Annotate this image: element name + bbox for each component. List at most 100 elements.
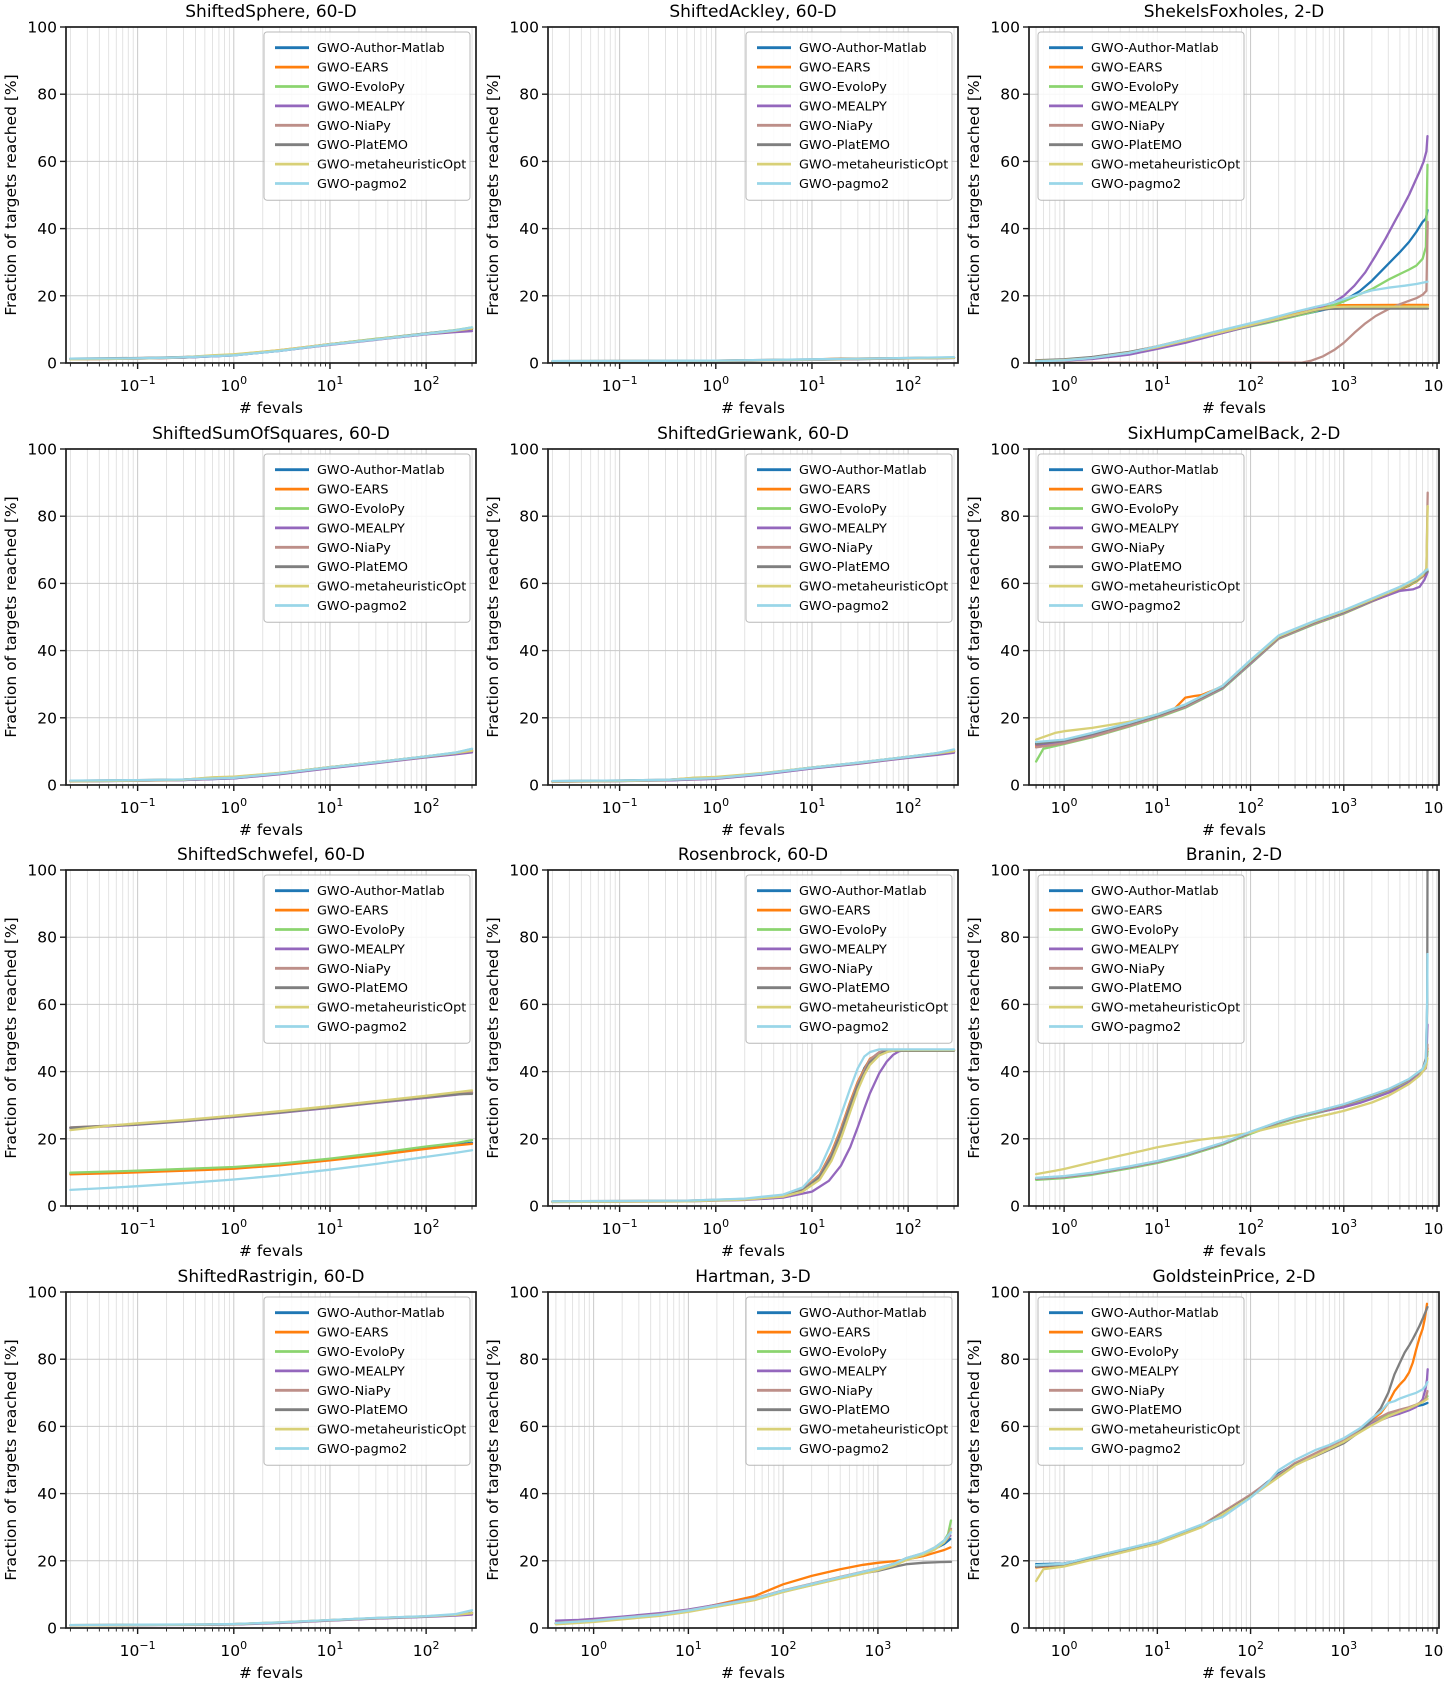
y-tick-label: 40 — [519, 220, 539, 238]
x-axis-label: # fevals — [721, 399, 785, 417]
axes-frame — [65, 447, 477, 786]
chart-canvas: 10−1 100 101 102 0 20 40 60 80 100 # fevals Fractio… — [2, 845, 477, 1260]
legend-item-GWO-metaheuristicOpt: GWO-metaheuristicOpt — [756, 1001, 948, 1016]
x-tick-label: 100 — [220, 1639, 247, 1660]
series-line-GWO-metaheuristicOpt — [1035, 305, 1430, 363]
y-axis-label: Fraction of targets reached [%] — [965, 917, 983, 1158]
legend-label: GWO-NiaPy — [799, 1383, 873, 1398]
series-line-GWO-PlatEMO — [1035, 307, 1430, 362]
series-line-GWO-MEALPY — [550, 751, 955, 783]
series-line-GWO-PlatEMO — [550, 749, 955, 782]
x-axis-label: # fevals — [1202, 399, 1266, 417]
legend-label: GWO-MEALPY — [1091, 99, 1179, 114]
y-tick-label: 80 — [519, 929, 539, 947]
y-tick-label: 80 — [1000, 1350, 1020, 1368]
x-tick-label: 102 — [894, 796, 921, 817]
axes-frame — [1028, 1290, 1441, 1629]
legend-label: GWO-EARS — [799, 1325, 870, 1340]
legend-label: GWO-pagmo2 — [799, 1020, 889, 1035]
legend-item-GWO-pagmo2: GWO-pagmo2 — [756, 177, 889, 192]
y-tick-label: 60 — [1000, 574, 1020, 592]
series-line-GWO-metaheuristicOpt — [69, 1089, 474, 1132]
x-tick-label: 102 — [413, 796, 440, 817]
legend-item-GWO-EvoloPy: GWO-EvoloPy — [275, 80, 405, 95]
legend-label: GWO-pagmo2 — [1091, 599, 1181, 614]
legend-label: GWO-EvoloPy — [799, 502, 887, 517]
chart-rosenbrock-60d: 10−1 100 101 102 0 20 40 60 80 100 # fevals Fractio… — [482, 843, 963, 1264]
legend-item-GWO-NiaPy: GWO-NiaPy — [1049, 119, 1165, 134]
legend-label: GWO-EvoloPy — [1091, 80, 1179, 95]
x-tick-label: 103 — [1331, 374, 1358, 395]
legend-item-GWO-EvoloPy: GWO-EvoloPy — [756, 1345, 887, 1360]
legend-item-GWO-EARS: GWO-EARS — [275, 61, 388, 76]
x-axis-label: # fevals — [1202, 1664, 1266, 1682]
axes-frame — [65, 869, 477, 1207]
series-line-GWO-PlatEMO — [69, 1092, 474, 1129]
legend-label: GWO-pagmo2 — [317, 1020, 407, 1035]
y-tick-label: 40 — [519, 1485, 539, 1503]
series-line-GWO-Author-Matlab — [1035, 208, 1429, 362]
series-line-GWO-pagmo2 — [1035, 567, 1429, 743]
x-tick-label: 10−1 — [601, 1217, 637, 1238]
y-tick-label: 80 — [37, 507, 57, 525]
y-tick-label: 80 — [1000, 86, 1020, 104]
series-line-GWO-pagmo2 — [69, 747, 474, 782]
x-ticks: 100 101 102 103 — [555, 1627, 952, 1660]
y-axis-label: Fraction of targets reached [%] — [965, 496, 983, 737]
legend-item-GWO-EARS: GWO-EARS — [1049, 482, 1163, 497]
legend-label: GWO-NiaPy — [317, 119, 391, 134]
y-tick-label: 0 — [1010, 1198, 1020, 1216]
legend-item-GWO-MEALPY: GWO-MEALPY — [275, 942, 405, 957]
x-tick-label: 100 — [580, 1639, 607, 1660]
series-line-GWO-MEALPY — [554, 1533, 952, 1622]
series-lines — [69, 326, 474, 361]
legend-label: GWO-MEALPY — [799, 521, 887, 536]
y-tick-label: 60 — [37, 1417, 57, 1435]
legend-item-GWO-EvoloPy: GWO-EvoloPy — [1049, 502, 1179, 517]
y-tick-label: 60 — [519, 996, 539, 1014]
legend-label: GWO-NiaPy — [1091, 540, 1165, 555]
legend-item-GWO-NiaPy: GWO-NiaPy — [756, 962, 873, 977]
legend-label: GWO-pagmo2 — [317, 599, 407, 614]
legend-label: GWO-PlatEMO — [1091, 981, 1182, 996]
legend-label: GWO-metaheuristicOpt — [1091, 579, 1240, 594]
legend-item-GWO-EvoloPy: GWO-EvoloPy — [756, 502, 887, 517]
axes-frame — [546, 447, 959, 786]
legend-label: GWO-EARS — [317, 61, 388, 76]
legend-item-GWO-EARS: GWO-EARS — [275, 1325, 388, 1340]
series-line-GWO-Author-Matlab — [69, 749, 474, 782]
series-line-GWO-EARS — [550, 1048, 955, 1203]
legend-item-GWO-metaheuristicOpt: GWO-metaheuristicOpt — [1049, 158, 1240, 173]
x-tick-label: 101 — [317, 1639, 344, 1660]
y-tick-label: 80 — [1000, 929, 1020, 947]
legend-item-GWO-pagmo2: GWO-pagmo2 — [275, 177, 407, 192]
series-line-GWO-MEALPY — [1035, 1023, 1429, 1180]
legend-label: GWO-Author-Matlab — [799, 463, 927, 478]
y-tick-label: 60 — [1000, 1417, 1020, 1435]
legend-label: GWO-MEALPY — [317, 521, 405, 536]
legend-item-GWO-MEALPY: GWO-MEALPY — [1049, 99, 1179, 114]
legend-item-GWO-PlatEMO: GWO-PlatEMO — [756, 981, 890, 996]
y-tick-label: 20 — [519, 1130, 539, 1148]
legend-item-GWO-NiaPy: GWO-NiaPy — [1049, 1383, 1165, 1398]
legend-label: GWO-PlatEMO — [317, 138, 408, 153]
y-tick-label: 60 — [37, 153, 57, 171]
y-tick-label: 100 — [991, 19, 1021, 37]
series-lines — [550, 1048, 955, 1204]
legend-label: GWO-metaheuristicOpt — [1091, 1422, 1240, 1437]
legend-label: GWO-NiaPy — [799, 962, 873, 977]
y-tick-label: 0 — [47, 776, 57, 794]
legend-item-GWO-NiaPy: GWO-NiaPy — [1049, 540, 1165, 555]
legend-item-GWO-NiaPy: GWO-NiaPy — [275, 1383, 391, 1398]
series-line-GWO-pagmo2 — [550, 747, 955, 782]
series-line-GWO-metaheuristicOpt — [69, 327, 474, 361]
series-line-GWO-Author-Matlab — [550, 1049, 955, 1203]
x-tick-label: 104 — [1424, 796, 1444, 817]
legend-item-GWO-pagmo2: GWO-pagmo2 — [275, 1442, 407, 1457]
legend-label: GWO-Author-Matlab — [799, 41, 927, 56]
y-tick-label: 60 — [1000, 153, 1020, 171]
legend-item-GWO-PlatEMO: GWO-PlatEMO — [1049, 560, 1182, 575]
legend-label: GWO-EARS — [799, 904, 870, 919]
x-axis-label: # fevals — [239, 821, 303, 839]
series-line-GWO-NiaPy — [550, 1048, 955, 1203]
